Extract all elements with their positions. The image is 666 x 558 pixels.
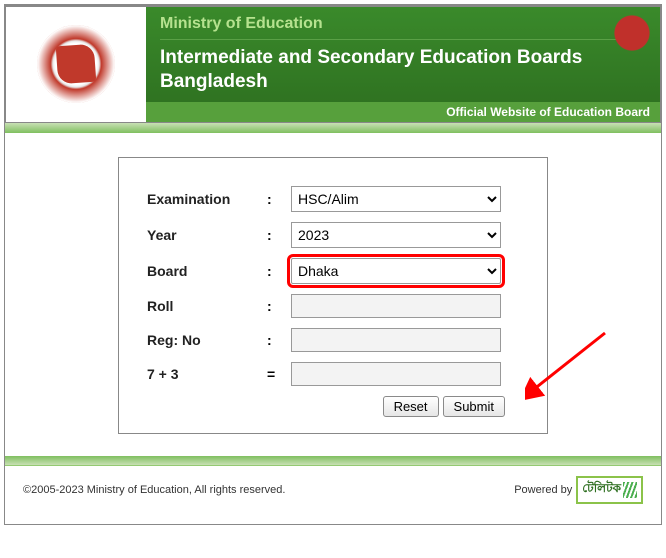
logo-area: [6, 7, 146, 122]
regno-label: Reg: No: [147, 332, 267, 348]
ministry-label: Ministry of Education: [160, 15, 646, 40]
reset-button[interactable]: Reset: [383, 396, 439, 417]
powered-by-label: Powered by: [514, 484, 572, 496]
captcha-input[interactable]: [291, 362, 501, 386]
govt-seal-icon: [37, 25, 115, 103]
regno-input[interactable]: [291, 328, 501, 352]
board-label: Board: [147, 263, 267, 279]
roll-input[interactable]: [291, 294, 501, 318]
examination-label: Examination: [147, 191, 267, 207]
examination-select[interactable]: HSC/Alim: [291, 186, 501, 212]
gradient-divider: [5, 123, 661, 133]
copyright-text: ©2005-2023 Ministry of Education, All ri…: [23, 484, 285, 496]
flag-icon: [610, 11, 654, 55]
result-form: Examination : HSC/Alim Year : 2023: [118, 157, 548, 434]
teletalk-logo-icon: টেলিটক: [576, 476, 643, 504]
captcha-label: 7 + 3: [147, 366, 267, 382]
footer-divider: [5, 456, 661, 466]
year-select[interactable]: 2023: [291, 222, 501, 248]
header-band: Ministry of Education Intermediate and S…: [5, 5, 661, 123]
roll-label: Roll: [147, 298, 267, 314]
submit-button[interactable]: Submit: [443, 396, 505, 417]
official-strip: Official Website of Education Board: [146, 102, 660, 122]
year-label: Year: [147, 227, 267, 243]
board-select[interactable]: Dhaka: [291, 258, 501, 284]
page-title: Intermediate and Secondary Education Boa…: [160, 46, 646, 102]
